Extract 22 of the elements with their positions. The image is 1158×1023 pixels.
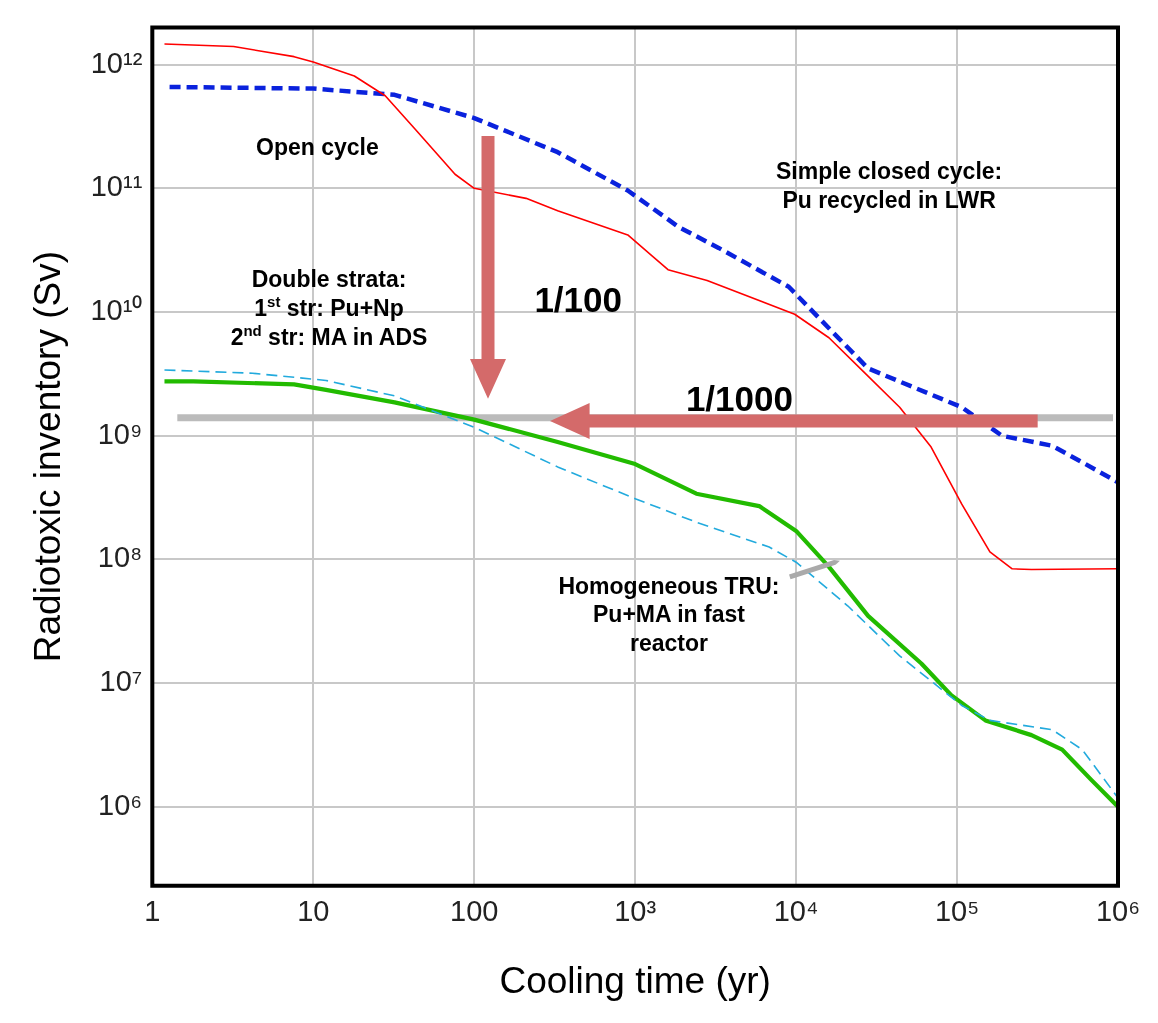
x-tick-label: 10⁴ <box>773 895 819 928</box>
x-tick-label: 10⁶ <box>1095 895 1141 928</box>
x-tick-label: 1 <box>144 895 161 928</box>
series-label: Homogeneous TRU: Pu+MA in fast reactor <box>558 571 780 658</box>
y-tick-label: 10¹² <box>90 46 143 79</box>
x-tick-label: 100 <box>450 895 499 928</box>
text: Simple closed cycle: Pu recycled in LWR <box>775 157 1003 215</box>
y-tick-label: 10⁶ <box>98 788 143 821</box>
x-axis-title: Cooling time (yr) <box>499 960 771 1001</box>
annotation: 1/100 <box>534 278 622 321</box>
text: Double strata: 1$^{st}$ str: Pu+Np 2$^{nd}$ str: MA in ADS <box>230 265 428 350</box>
x-tick-label: 10⁵ <box>934 895 980 928</box>
annotation: 1/1000 <box>685 378 793 421</box>
y-tick-label: 10⁷ <box>99 665 143 698</box>
series-label: Open cycle <box>256 132 379 162</box>
x-tick-label: 10 <box>297 895 330 928</box>
y-tick-label: 10¹⁰ <box>90 294 143 327</box>
y-tick-label: 10⁸ <box>97 541 143 574</box>
y-tick-label: 10⁹ <box>97 417 143 450</box>
x-tick-label: 10³ <box>614 895 657 928</box>
y-tick-label: 10¹¹ <box>90 170 143 203</box>
y-axis-title: Radiotoxic inventory (Sv) <box>27 250 69 663</box>
